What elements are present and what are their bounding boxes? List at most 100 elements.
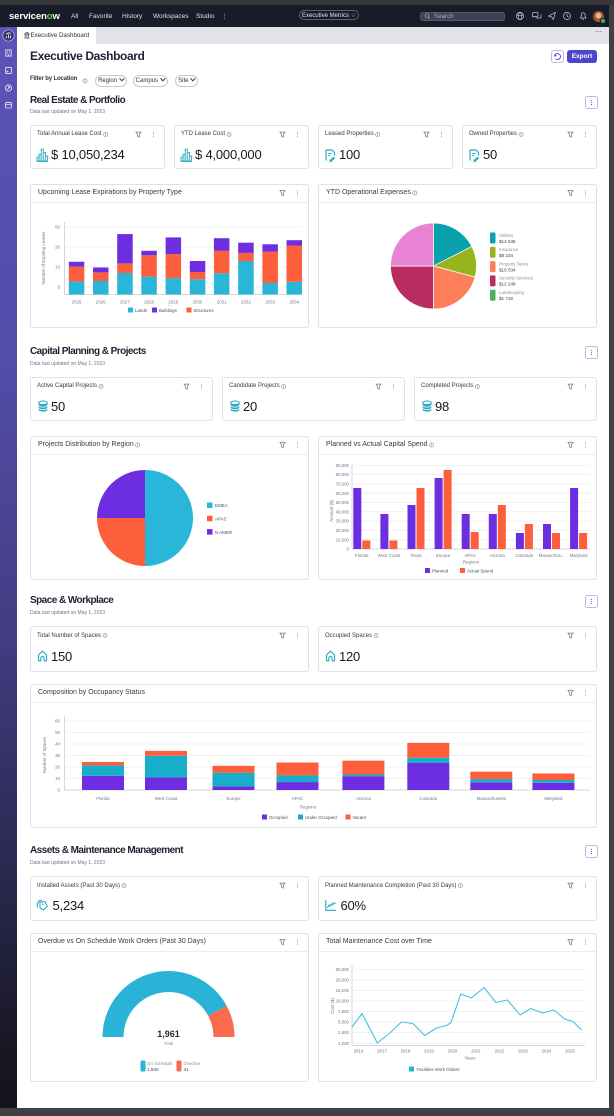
svg-text:2028: 2028 <box>144 300 154 305</box>
svg-text:1,961: 1,961 <box>157 1029 180 1039</box>
svg-text:APAC: APAC <box>292 796 304 801</box>
svg-text:$1 732: $1 732 <box>499 296 513 301</box>
svg-text:30,000: 30,000 <box>336 519 350 524</box>
svg-text:90,000: 90,000 <box>336 463 350 468</box>
svg-text:1,930: 1,930 <box>147 1067 159 1072</box>
svg-text:70,000: 70,000 <box>336 482 350 487</box>
svg-text:$12 248: $12 248 <box>499 282 516 287</box>
svg-text:2034: 2034 <box>289 300 299 305</box>
svg-text:Arizona: Arizona <box>490 553 505 558</box>
svg-text:2027: 2027 <box>120 300 130 305</box>
svg-text:EMEA: EMEA <box>215 503 228 508</box>
svg-text:West Coast: West Coast <box>155 796 178 801</box>
svg-text:0: 0 <box>58 788 61 793</box>
svg-text:50: 50 <box>55 730 60 735</box>
svg-text:1,000: 1,000 <box>338 1041 350 1046</box>
svg-text:$14 535: $14 535 <box>499 239 516 244</box>
svg-text:Facilities Work Orders: Facilities Work Orders <box>417 1067 461 1072</box>
svg-text:Landscaping: Landscaping <box>499 290 524 295</box>
svg-text:Utilities: Utilities <box>499 233 514 238</box>
svg-text:2033: 2033 <box>265 300 275 305</box>
svg-text:30: 30 <box>55 753 60 758</box>
svg-text:..: .. <box>168 302 170 307</box>
svg-text:N AMER: N AMER <box>215 530 233 535</box>
svg-text:$16 534: $16 534 <box>499 267 516 272</box>
svg-text:Security Services: Security Services <box>499 276 534 281</box>
svg-text:10: 10 <box>55 776 60 781</box>
svg-text:2019: 2019 <box>424 1049 434 1054</box>
svg-text:5,000: 5,000 <box>338 1020 350 1025</box>
svg-text:Occupied: Occupied <box>269 815 288 820</box>
svg-text:2025: 2025 <box>72 300 82 305</box>
svg-text:Vacant: Vacant <box>353 815 367 820</box>
svg-text:50,000: 50,000 <box>336 500 350 505</box>
svg-text:2032: 2032 <box>241 300 251 305</box>
svg-text:2024: 2024 <box>542 1049 552 1054</box>
svg-text:20,000: 20,000 <box>336 977 350 982</box>
svg-text:Number of Expiring Leases: Number of Expiring Leases <box>41 231 46 285</box>
svg-text:Maryland: Maryland <box>544 796 563 801</box>
svg-text:2018: 2018 <box>401 1049 411 1054</box>
svg-text:2031: 2031 <box>217 300 227 305</box>
svg-text:Maryland: Maryland <box>570 553 589 558</box>
svg-text:Insurance: Insurance <box>499 247 519 252</box>
svg-text:Property Taxes: Property Taxes <box>499 261 529 266</box>
svg-text:2021: 2021 <box>471 1049 481 1054</box>
svg-text:2023: 2023 <box>518 1049 528 1054</box>
svg-text:Cost ($): Cost ($) <box>330 998 335 1014</box>
svg-text:50: 50 <box>55 225 60 230</box>
svg-text:60,000: 60,000 <box>336 491 350 496</box>
svg-text:Europe: Europe <box>436 553 451 558</box>
svg-text:Under Occupied: Under Occupied <box>305 815 337 820</box>
svg-text:APAC: APAC <box>464 553 476 558</box>
svg-text:Amount ($): Amount ($) <box>329 500 334 522</box>
svg-text:2020: 2020 <box>448 1049 458 1054</box>
svg-text:40: 40 <box>55 742 60 747</box>
svg-text:5: 5 <box>58 285 61 290</box>
svg-text:2016: 2016 <box>354 1049 364 1054</box>
svg-text:Planned: Planned <box>432 568 449 573</box>
svg-text:Arizona: Arizona <box>356 796 371 801</box>
svg-text:10,000: 10,000 <box>336 999 350 1004</box>
svg-text:2029: 2029 <box>168 300 178 305</box>
svg-text:Massachus...: Massachus... <box>539 553 565 558</box>
svg-text:Lands: Lands <box>135 308 148 313</box>
svg-text:20: 20 <box>55 245 60 250</box>
svg-text:50,000: 50,000 <box>336 967 350 972</box>
svg-text:Buildings: Buildings <box>159 308 178 313</box>
svg-text:0: 0 <box>347 547 350 552</box>
svg-text:15,000: 15,000 <box>336 988 350 993</box>
svg-text:2,500: 2,500 <box>338 1030 350 1035</box>
svg-text:Overdue: Overdue <box>184 1061 201 1066</box>
svg-text:80,000: 80,000 <box>336 472 350 477</box>
svg-text:Actual Spend: Actual Spend <box>467 568 494 573</box>
svg-text:Regions: Regions <box>300 805 317 810</box>
svg-text:Colorado: Colorado <box>515 553 533 558</box>
svg-text:Europe: Europe <box>226 796 241 801</box>
svg-text:2026: 2026 <box>96 300 106 305</box>
svg-text:Texas: Texas <box>410 553 422 558</box>
svg-text:On Schedule: On Schedule <box>147 1061 173 1066</box>
svg-text:10: 10 <box>55 265 60 270</box>
svg-text:7,500: 7,500 <box>338 1009 350 1014</box>
svg-text:Number of Spaces: Number of Spaces <box>42 736 47 773</box>
svg-text:2025: 2025 <box>565 1049 575 1054</box>
svg-text:10,000: 10,000 <box>336 537 350 542</box>
svg-text:$8 234: $8 234 <box>499 253 513 258</box>
svg-text:Regions: Regions <box>463 560 480 565</box>
svg-text:31: 31 <box>184 1067 190 1072</box>
svg-text:Florida: Florida <box>355 553 369 558</box>
svg-text:2030: 2030 <box>193 300 203 305</box>
svg-text:20,000: 20,000 <box>336 528 350 533</box>
svg-text:West Coast: West Coast <box>378 553 401 558</box>
svg-text:Colorado: Colorado <box>419 796 437 801</box>
svg-text:2022: 2022 <box>495 1049 505 1054</box>
svg-text:Total: Total <box>164 1041 174 1046</box>
svg-text:APAC: APAC <box>215 517 228 522</box>
svg-text:Massachusetts: Massachusetts <box>477 796 507 801</box>
svg-text:Florida: Florida <box>96 796 110 801</box>
svg-text:Structures: Structures <box>194 308 215 313</box>
svg-text:20: 20 <box>55 765 60 770</box>
svg-text:60: 60 <box>55 719 60 724</box>
svg-text:Years: Years <box>464 1056 476 1061</box>
